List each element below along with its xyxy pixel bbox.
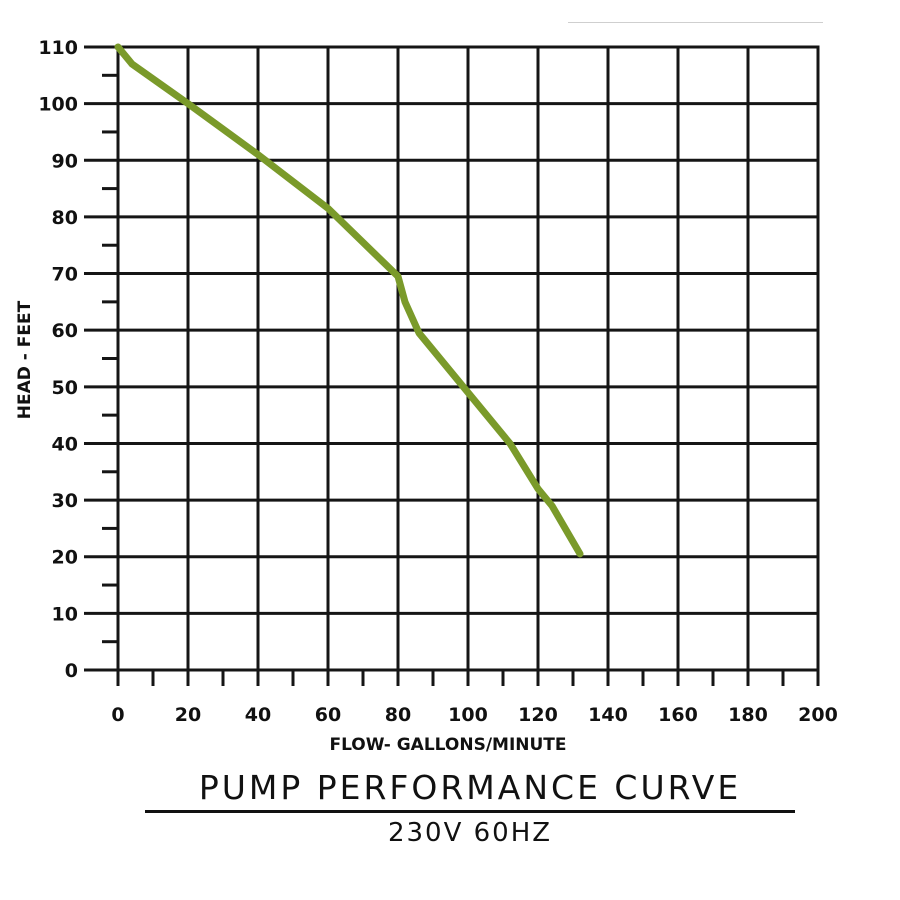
x-tick-label-120: 120 bbox=[518, 704, 558, 726]
y-tick-label-30: 30 bbox=[52, 490, 78, 512]
y-axis-title: HEAD - FEET bbox=[15, 300, 35, 419]
series-line-0 bbox=[114, 43, 584, 558]
x-tick-label-20: 20 bbox=[175, 704, 201, 726]
y-tick-label-20: 20 bbox=[52, 547, 78, 569]
top-decorative-rule bbox=[568, 22, 823, 23]
y-tick-label-10: 10 bbox=[52, 603, 78, 625]
x-tick-label-80: 80 bbox=[385, 704, 411, 726]
x-tick-label-200: 200 bbox=[798, 704, 838, 726]
x-tick-label-40: 40 bbox=[245, 704, 271, 726]
x-tick-label-160: 160 bbox=[658, 704, 698, 726]
chart-title: PUMP PERFORMANCE CURVE bbox=[198, 768, 742, 807]
x-tick-label-180: 180 bbox=[728, 704, 768, 726]
series-layer bbox=[114, 43, 584, 558]
y-tick-label-100: 100 bbox=[38, 94, 78, 116]
title-underline bbox=[145, 810, 795, 813]
axis-ticks bbox=[84, 45, 820, 686]
x-tick-label-140: 140 bbox=[588, 704, 628, 726]
x-axis-title: FLOW- GALLONS/MINUTE bbox=[329, 735, 566, 755]
y-tick-label-110: 110 bbox=[38, 37, 78, 59]
y-tick-label-70: 70 bbox=[52, 264, 78, 286]
x-tick-label-100: 100 bbox=[448, 704, 488, 726]
y-tick-label-50: 50 bbox=[52, 377, 78, 399]
tick-labels: 0 20 40 60 80 100 120 140 160 180 200 0 10 20 30 40 50 60… bbox=[38, 37, 838, 726]
x-tick-label-0: 0 bbox=[111, 704, 124, 726]
grid bbox=[116, 45, 820, 672]
y-tick-label-40: 40 bbox=[52, 433, 78, 455]
y-tick-label-80: 80 bbox=[52, 207, 78, 229]
chart-subtitle: 230V 60HZ bbox=[387, 818, 553, 848]
y-tick-label-60: 60 bbox=[52, 320, 78, 342]
y-tick-label-0: 0 bbox=[65, 660, 78, 682]
x-tick-label-60: 60 bbox=[315, 704, 341, 726]
y-tick-label-90: 90 bbox=[52, 150, 78, 172]
